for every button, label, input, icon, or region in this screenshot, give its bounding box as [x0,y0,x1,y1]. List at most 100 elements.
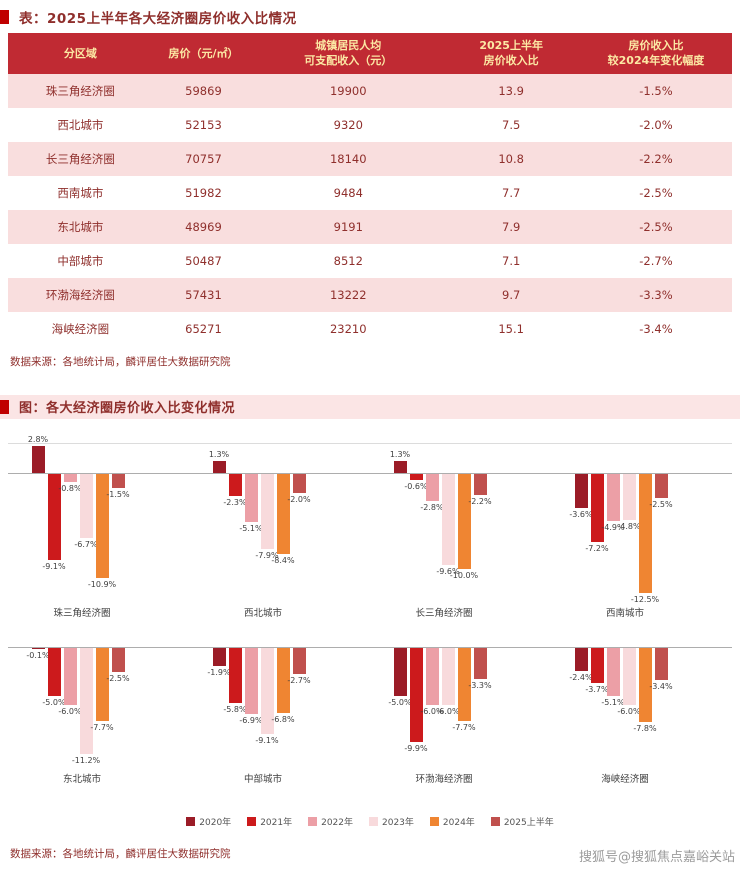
region-cell: 珠三角经济圈 [45,83,115,98]
bar-value-label: -1.9% [207,667,231,677]
bars: 1.3% -2.3% -5.1% -7.9% -8.4% -2.0% [209,443,311,625]
bar-2021年 [410,647,423,742]
legend-item: 2025上半年 [490,815,554,828]
bar-value-label: -3.7% [585,684,609,694]
column-header: 城镇居民人均 可支配收入（元） [254,33,443,74]
bars: -5.0% -9.9% -6.0% -6.0% -7.7% -3.3% [388,645,492,789]
value-cell: -3.4% [639,321,673,336]
price-income-ratio-table: 分区域 房价（元/㎡） 城镇居民人均 可支配收入（元） 2025上半年 房价收入比 房价… [8,33,732,346]
bar-value-label: -0.1% [26,650,50,660]
value-cell: -2.0% [639,117,673,132]
bar-value-label: -2.8% [420,502,444,512]
bar-value-label: -0.8% [58,483,82,493]
bar-2025上半年 [293,647,306,674]
chart-group: -1.9% -5.8% -6.9% -9.1% -6.8% -2.7% 中部城市 [189,645,370,789]
bar-value-label: -9.6% [436,566,460,576]
bar-value-label: -2.0% [287,494,311,504]
region-cell: 长三角经济圈 [45,151,115,166]
bar-2022年 [64,647,77,705]
bar-value-label: -4.8% [617,521,641,531]
bars: -0.1% -5.0% -6.0% -11.2% -7.7% -2.5% [26,645,130,789]
zero-axis-line [8,646,732,648]
category-label: 环渤海经济圈 [415,773,473,785]
bars: -3.6% -7.2% -4.9% -4.8% -12.5% -2.5% [569,443,673,625]
bar-value-label: -6.7% [74,539,98,549]
bar-2024年 [458,473,471,569]
value-cell: 13.9 [498,83,524,98]
bar-2020年 [394,647,407,696]
chart-group: -3.6% -7.2% -4.9% -4.8% -12.5% -2.5% 西南城市 [551,443,732,625]
bar-2024年 [458,647,471,721]
value-cell: -3.3% [639,287,673,302]
value-cell: 57431 [185,287,222,302]
table-header: 分区域 房价（元/㎡） 城镇居民人均 可支配收入（元） 2025上半年 房价收入比 房价… [8,33,732,74]
value-cell: 52153 [185,117,222,132]
zero-axis-line [8,472,732,474]
bar-2024年 [96,647,109,721]
plot-top-gridline [8,442,732,444]
bar-value-label: -10.0% [449,570,479,580]
value-cell: 9484 [333,185,363,200]
bar-2020年 [32,647,45,649]
region-cell: 西北城市 [57,117,104,132]
bar-2022年 [426,647,439,705]
value-cell: 13222 [329,287,367,302]
bar-2023年 [80,473,93,538]
bar-2025上半年 [112,647,125,672]
bar-2021年 [229,647,242,703]
bar-value-label: -5.0% [42,697,66,707]
table-row: 海峡经济圈 65271 23210 15.1 -3.4% [8,312,732,346]
table-row: 环渤海经济圈 57431 13222 9.7 -3.3% [8,277,732,312]
bars: -2.4% -3.7% -5.1% -6.0% -7.8% -3.4% [569,645,673,789]
bar-2025上半年 [655,473,668,498]
value-cell: 48969 [185,219,222,234]
category-label: 海峡经济圈 [601,773,649,785]
bar-2021年 [410,473,423,480]
category-label: 珠三角经济圈 [53,607,111,619]
table-row: 长三角经济圈 70757 18140 10.8 -2.2% [8,141,732,176]
bar-value-label: -9.9% [404,743,428,753]
bar-value-label: -11.2% [71,755,101,765]
legend-item: 2024年 [429,815,475,828]
value-cell: 7.1 [502,253,521,268]
legend-item: 2022年 [308,815,353,828]
bar-value-label: -6.0% [436,706,460,716]
value-cell: 8512 [333,253,363,268]
bar-value-label: -5.8% [223,704,247,714]
bar-2022年 [607,473,620,521]
value-cell: 7.9 [502,219,521,234]
legend-item: 2020年 [186,815,231,828]
value-cell: 7.7 [502,185,521,200]
bar-2025上半年 [655,647,668,680]
bar-value-label: -6.0% [58,706,82,716]
table-row: 西南城市 51982 9484 7.7 -2.5% [8,176,732,210]
chart-section-banner: 图：各大经济圈房价收入比变化情况 [0,394,740,419]
bar-value-label: 1.3% [389,449,411,459]
value-cell: -2.5% [639,219,673,234]
category-label: 中部城市 [243,773,282,785]
legend-label: 2025上半年 [503,817,554,828]
bar-2021年 [48,473,61,560]
bar-value-label: -12.5% [630,594,660,604]
value-cell: 9320 [333,117,363,132]
bar-2023年 [261,647,274,734]
legend-swatch [186,816,196,826]
bar-value-label: -7.9% [255,550,279,560]
bar-value-label: -3.3% [468,680,492,690]
value-cell: 59869 [185,83,222,98]
value-cell: 9191 [333,219,363,234]
red-square-bullet [0,10,9,24]
bars: 1.3% -0.6% -2.8% -9.6% -10.0% -2.2% [390,443,492,625]
category-label: 长三角经济圈 [415,607,473,619]
bars: 2.8% -9.1% -0.8% -6.7% -10.9% -1.5% [28,435,130,625]
chart-row-2: -0.1% -5.0% -6.0% -11.2% -7.7% -2.5% 东北城市 -1.9%… [8,645,732,789]
bar-2025上半年 [474,647,487,679]
column-header: 房价收入比 较2024年变化幅度 [579,33,732,74]
bar-2021年 [591,473,604,542]
bar-2023年 [623,647,636,705]
bar-value-label: -6.8% [271,714,295,724]
legend-label: 2021年 [260,817,293,828]
bar-2024年 [277,647,290,713]
bar-value-label: -6.0% [617,706,641,716]
bar-2020年 [394,460,407,473]
